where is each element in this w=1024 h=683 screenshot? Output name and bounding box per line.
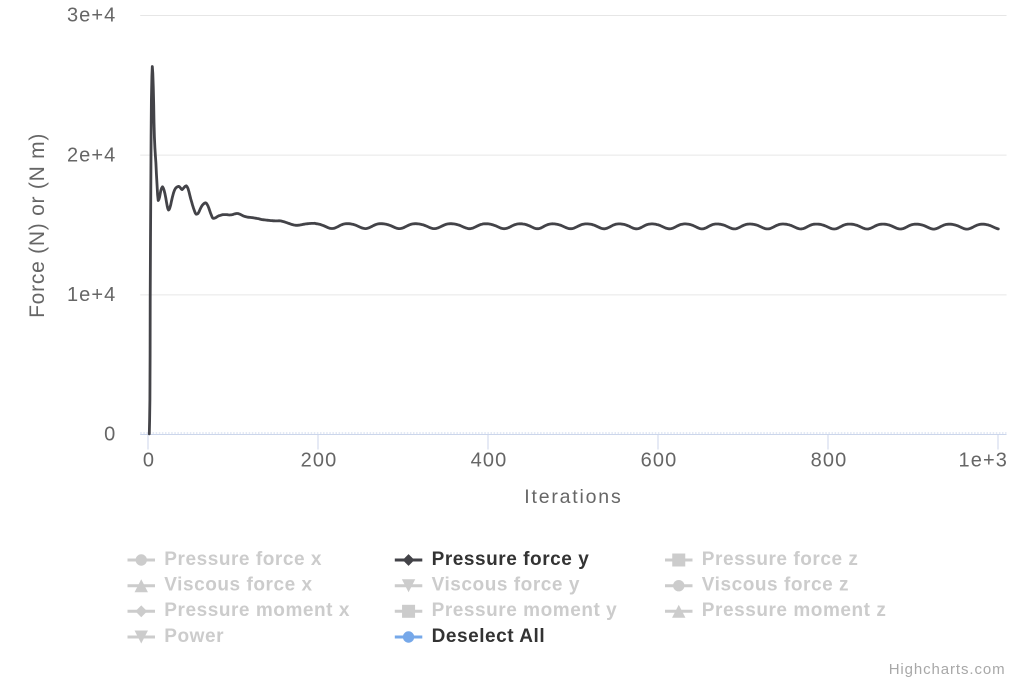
svg-text:Viscous force x: Viscous force x [164,575,312,596]
svg-text:Deselect All: Deselect All [432,626,546,647]
svg-text:Pressure force y: Pressure force y [432,549,590,570]
svg-text:Force (N) or (N m): Force (N) or (N m) [26,133,49,318]
svg-text:Power: Power [164,626,224,647]
svg-text:Highcharts.com: Highcharts.com [889,661,1006,678]
svg-text:Viscous force z: Viscous force z [702,575,849,596]
svg-text:Pressure moment x: Pressure moment x [164,600,350,621]
svg-text:Iterations: Iterations [524,486,622,508]
svg-text:1e+3: 1e+3 [959,450,1008,472]
svg-text:2e+4: 2e+4 [67,144,116,166]
svg-text:Pressure force x: Pressure force x [164,549,322,570]
svg-text:200: 200 [301,450,338,472]
svg-text:3e+4: 3e+4 [67,5,116,27]
svg-text:400: 400 [471,450,508,472]
svg-text:0: 0 [104,424,116,446]
svg-text:Viscous force y: Viscous force y [432,575,580,596]
svg-text:Pressure moment z: Pressure moment z [702,600,887,621]
svg-text:Pressure moment y: Pressure moment y [432,600,618,621]
svg-text:600: 600 [641,450,678,472]
svg-text:0: 0 [143,450,155,472]
svg-text:800: 800 [811,450,848,472]
svg-text:Pressure force z: Pressure force z [702,549,859,570]
svg-text:1e+4: 1e+4 [67,284,116,306]
